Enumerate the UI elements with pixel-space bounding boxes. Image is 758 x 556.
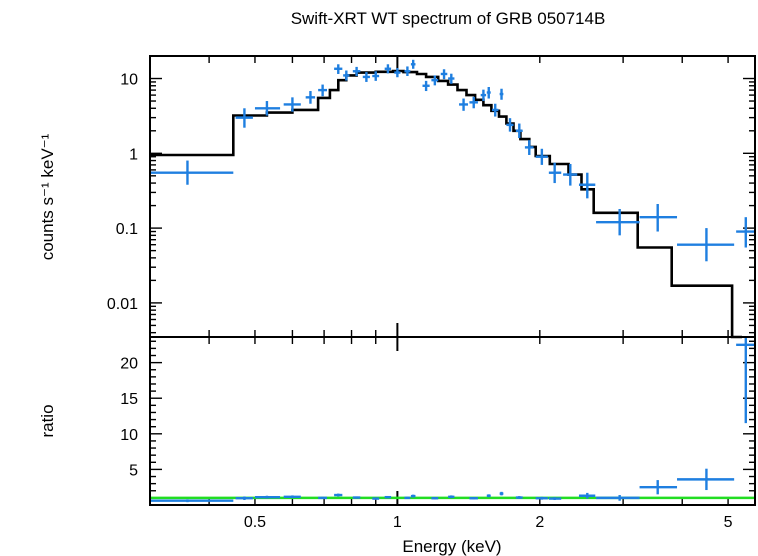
data-point [578, 492, 596, 499]
data-point [334, 64, 343, 74]
data-point [283, 97, 301, 112]
spectrum-data-points [150, 59, 755, 262]
data-point [677, 468, 735, 491]
data-point [524, 140, 534, 155]
x-tick-label: 5 [724, 514, 733, 531]
data-point [677, 228, 735, 262]
data-point [235, 496, 253, 501]
model-step-line [150, 69, 742, 339]
y-tick-label: 0.1 [116, 221, 138, 238]
y-tick-label: 5 [129, 462, 138, 479]
x-tick-label: 1 [393, 514, 402, 531]
chart-title: Swift-XRT WT spectrum of GRB 050714B [291, 9, 606, 28]
data-point [254, 101, 281, 116]
data-point [499, 88, 504, 100]
data-point [459, 98, 468, 111]
data-point [448, 73, 455, 84]
data-point [254, 495, 281, 499]
data-point [362, 72, 370, 82]
bottom-panel-frame [149, 336, 756, 506]
data-point [469, 96, 478, 109]
x-axis-label: Energy (keV) [402, 537, 501, 556]
data-point [548, 162, 562, 184]
data-point [506, 118, 514, 132]
top-panel: 0.01 0.1 1 10 [107, 55, 755, 339]
data-point [384, 495, 392, 499]
data-point [343, 70, 350, 81]
data-point [410, 494, 416, 498]
x-tick-label: 0.5 [244, 514, 266, 531]
data-point [535, 148, 548, 165]
data-point [440, 69, 448, 80]
ratio-data-points [150, 337, 755, 503]
data-point [431, 75, 439, 86]
data-point [492, 103, 499, 117]
top-y-tick-labels: 0.01 0.1 1 10 [107, 72, 138, 313]
data-point [384, 64, 392, 74]
data-point [563, 163, 578, 186]
y-tick-label: 1 [129, 146, 138, 163]
data-point [469, 497, 478, 500]
data-point [394, 68, 401, 78]
data-point [404, 496, 411, 500]
data-point [480, 89, 487, 102]
data-point [535, 496, 548, 500]
data-point [352, 66, 361, 77]
data-point [318, 496, 328, 500]
x-tick-label: 2 [535, 514, 544, 531]
y-tick-label: 15 [120, 391, 138, 408]
data-point [235, 108, 253, 128]
data-point [431, 497, 439, 500]
data-point [422, 80, 430, 92]
bottom-panel: 5 10 15 20 0.5 1 2 5 [120, 337, 755, 531]
model-step-path [150, 69, 742, 339]
data-point [499, 491, 504, 496]
data-point [736, 217, 755, 248]
data-point [372, 497, 380, 500]
bottom-tick-labels: 5 10 15 20 0.5 1 2 5 [120, 356, 732, 531]
data-point [334, 493, 343, 497]
bottom-y-axis-label: ratio [38, 404, 57, 437]
data-point [283, 495, 301, 499]
data-point [515, 123, 523, 139]
data-point [372, 71, 380, 81]
top-y-axis-label: counts s⁻¹ keV⁻¹ [38, 133, 57, 260]
data-point [515, 496, 523, 499]
data-point [639, 204, 678, 232]
data-point [596, 209, 640, 236]
data-point [548, 497, 562, 501]
data-point [596, 495, 640, 501]
data-point [639, 480, 678, 495]
data-point [150, 499, 234, 503]
data-point [486, 494, 491, 498]
y-tick-label: 10 [120, 427, 138, 444]
y-tick-label: 0.01 [107, 296, 138, 313]
data-point [305, 91, 316, 104]
data-point [352, 496, 361, 499]
data-point [150, 160, 234, 185]
data-point [448, 495, 455, 499]
data-point [486, 87, 491, 99]
data-point [578, 172, 596, 199]
y-tick-label: 10 [120, 72, 138, 89]
data-point [404, 66, 411, 77]
data-point [318, 84, 328, 97]
data-point [410, 59, 416, 69]
data-point [736, 337, 755, 424]
y-tick-label: 20 [120, 356, 138, 373]
